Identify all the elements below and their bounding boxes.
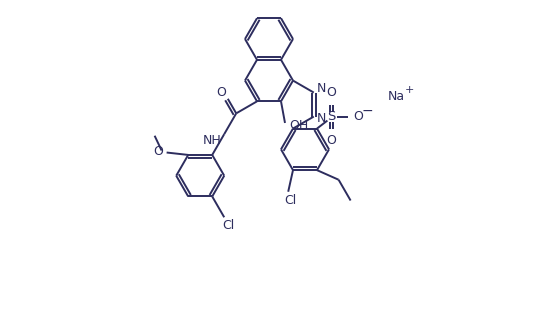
Text: O: O	[326, 86, 336, 99]
Text: S: S	[327, 110, 336, 123]
Text: O: O	[216, 86, 226, 99]
Text: Cl: Cl	[222, 219, 235, 232]
Text: Cl: Cl	[284, 194, 296, 207]
Text: NH: NH	[203, 134, 222, 147]
Text: Na: Na	[388, 90, 405, 103]
Text: O: O	[353, 110, 363, 123]
Text: N: N	[317, 112, 326, 125]
Text: O: O	[326, 134, 336, 147]
Text: OH: OH	[289, 119, 308, 132]
Text: −: −	[362, 104, 373, 118]
Text: +: +	[405, 85, 414, 95]
Text: N: N	[317, 82, 326, 95]
Text: O: O	[154, 145, 163, 158]
